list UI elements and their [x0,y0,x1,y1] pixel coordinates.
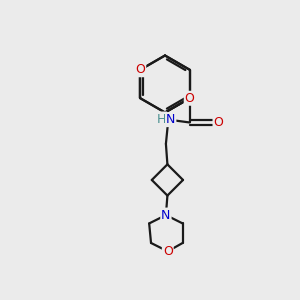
Text: H: H [157,112,166,125]
Text: O: O [214,116,224,129]
Text: N: N [166,113,175,126]
Text: O: O [185,92,195,105]
Text: O: O [135,63,145,76]
Text: O: O [163,245,173,258]
Text: N: N [161,208,171,222]
